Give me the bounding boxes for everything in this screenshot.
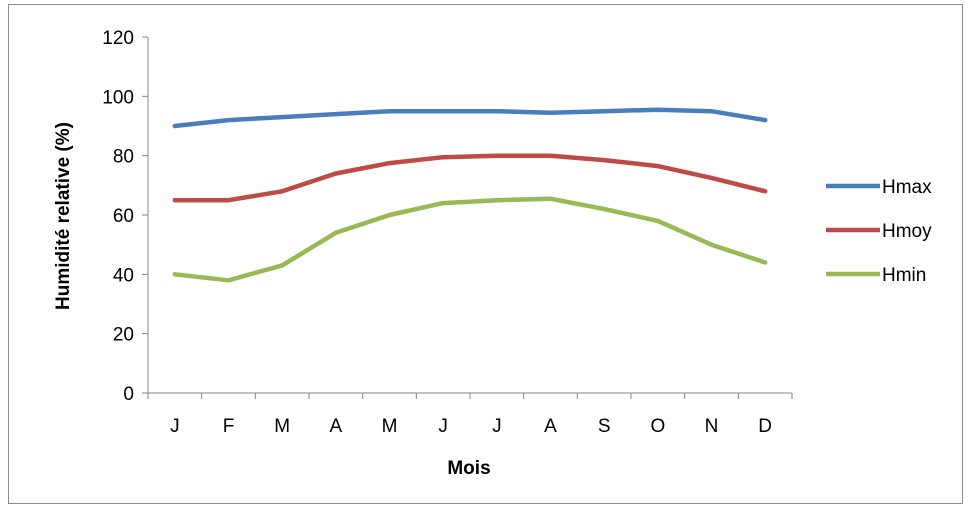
- series-line-hmin: [172, 196, 768, 283]
- x-tick-label: F: [223, 416, 235, 437]
- x-tick-label: N: [705, 416, 719, 437]
- y-axis-title: Humidité relative (%): [53, 122, 74, 310]
- x-tick-label: O: [650, 416, 665, 437]
- y-tick-label: 40: [113, 265, 134, 286]
- x-tick-label: A: [544, 416, 557, 437]
- y-tick-label: 120: [102, 28, 134, 49]
- x-tick-label: J: [170, 416, 180, 437]
- x-tick-label: M: [274, 416, 290, 437]
- x-tick-label: D: [758, 416, 772, 437]
- x-tick-label: M: [382, 416, 398, 437]
- legend-label-hmax: Hmax: [882, 177, 932, 198]
- chart-area: [8, 4, 963, 504]
- x-tick-label: J: [492, 416, 502, 437]
- series-line-hmax: [172, 107, 768, 129]
- series-lines: [172, 107, 768, 283]
- x-tick-label: A: [329, 416, 342, 437]
- y-tick-label: 100: [102, 87, 134, 108]
- legend: Hmax Hmoy Hmin: [826, 177, 932, 286]
- x-tick-label: S: [598, 416, 611, 437]
- y-tick-label: 80: [113, 147, 134, 168]
- series-line-hmoy: [172, 153, 768, 203]
- x-axis-title: Mois: [447, 458, 490, 479]
- legend-label-hmin: Hmin: [882, 265, 926, 286]
- legend-label-hmoy: Hmoy: [882, 221, 932, 242]
- y-tick-label: 60: [113, 206, 134, 227]
- axes: 0 20 40 60 80 100 120 J F M A M J J A S O N D: [102, 28, 793, 437]
- y-tick-label: 20: [113, 325, 134, 346]
- x-tick-label: J: [438, 416, 448, 437]
- y-tick-label: 0: [123, 384, 134, 405]
